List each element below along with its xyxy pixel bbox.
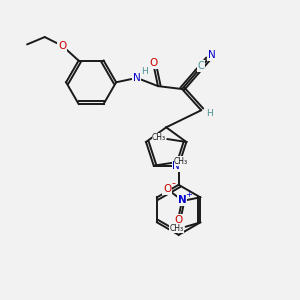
Text: O: O <box>58 41 67 51</box>
Text: C: C <box>198 61 205 71</box>
Text: CH₃: CH₃ <box>152 133 166 142</box>
Text: N: N <box>178 195 186 205</box>
Text: +: + <box>185 190 192 200</box>
Text: N: N <box>172 161 180 171</box>
Text: H: H <box>142 67 148 76</box>
Text: N: N <box>208 50 215 61</box>
Text: O: O <box>174 215 183 225</box>
Text: -: - <box>172 178 176 188</box>
Text: O: O <box>149 58 158 68</box>
Text: N: N <box>133 73 141 83</box>
Text: H: H <box>206 109 213 118</box>
Text: O: O <box>163 184 172 194</box>
Text: CH₃: CH₃ <box>174 157 188 166</box>
Text: CH₃: CH₃ <box>170 224 184 233</box>
